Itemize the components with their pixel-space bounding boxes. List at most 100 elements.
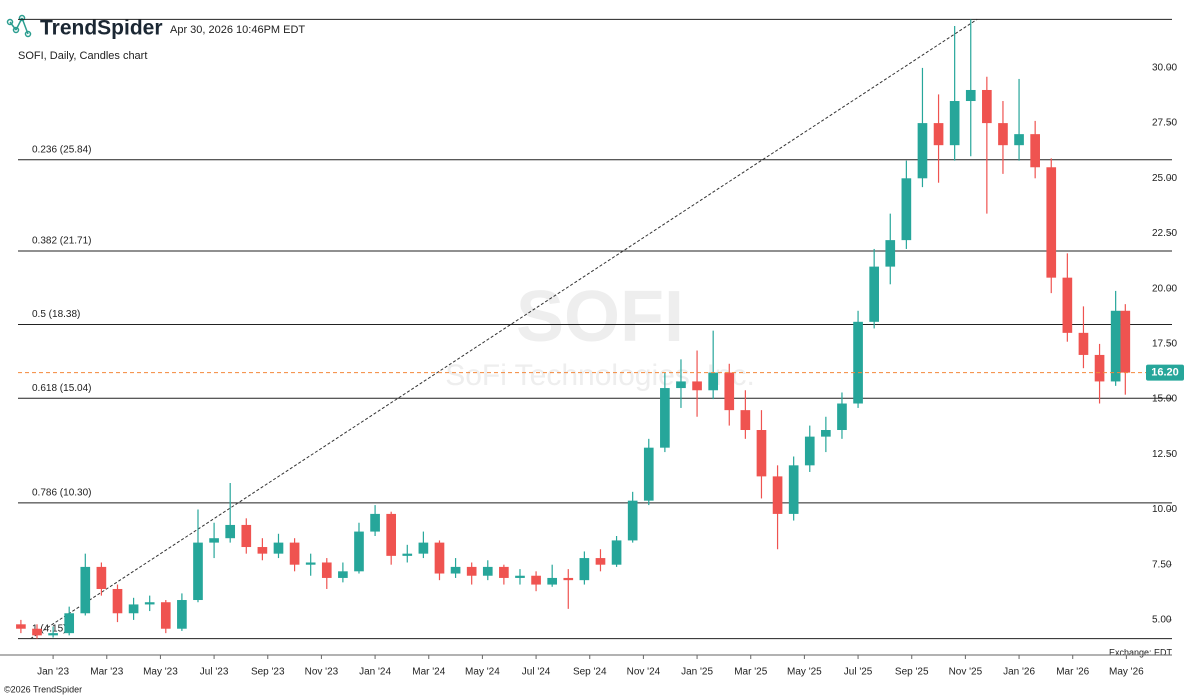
y-tick-label: 5.00 bbox=[1152, 615, 1172, 626]
copyright: ©2026 TrendSpider bbox=[4, 684, 82, 694]
candle-body bbox=[418, 542, 429, 554]
exchange-note: Exchange: EDT bbox=[1109, 647, 1173, 657]
candle-body bbox=[354, 531, 364, 572]
candle-body bbox=[386, 513, 397, 556]
x-tick-label: Sep '23 bbox=[251, 667, 285, 678]
candle-body bbox=[32, 628, 42, 636]
candle-body bbox=[402, 553, 413, 556]
y-tick-label: 27.50 bbox=[1152, 118, 1177, 129]
candle-body bbox=[772, 476, 783, 514]
candle-body bbox=[499, 566, 509, 578]
x-tick-label: Mar '25 bbox=[734, 667, 767, 678]
candle-body bbox=[370, 513, 380, 532]
candle-body bbox=[160, 602, 171, 629]
y-tick-label: 20.00 bbox=[1152, 283, 1177, 294]
candle-body bbox=[482, 566, 493, 576]
timestamp: Apr 30, 2026 10:46PM EDT bbox=[170, 24, 305, 36]
candle-body bbox=[885, 240, 896, 267]
x-tick-label: Nov '24 bbox=[627, 667, 661, 678]
fib-label: 1 (4.15) bbox=[32, 623, 66, 634]
fib-label: 0.786 (10.30) bbox=[32, 488, 92, 499]
candle-body bbox=[1120, 310, 1131, 373]
candle-body bbox=[563, 577, 574, 581]
x-tick-label: Mar '24 bbox=[412, 667, 445, 678]
candle-body bbox=[241, 524, 252, 548]
candle-body bbox=[756, 430, 767, 477]
candle-body bbox=[177, 600, 187, 629]
candle-body bbox=[1094, 354, 1105, 382]
candle-body bbox=[128, 604, 139, 614]
candle-body bbox=[998, 123, 1008, 146]
y-tick-label: 30.00 bbox=[1152, 63, 1177, 74]
candle-body bbox=[611, 540, 622, 565]
candle-body bbox=[692, 381, 702, 391]
candle-body bbox=[965, 89, 976, 102]
logo bbox=[6, 14, 32, 38]
candle-body bbox=[225, 524, 236, 539]
fib-label: 0.5 (18.38) bbox=[32, 309, 80, 320]
candle-body bbox=[80, 566, 91, 614]
chart-title: SOFI, Daily, Candles chart bbox=[18, 50, 147, 62]
candle-body bbox=[708, 372, 718, 391]
x-tick-label: May '26 bbox=[1109, 667, 1144, 678]
candle-body bbox=[853, 321, 863, 404]
x-tick-label: Jan '23 bbox=[37, 667, 69, 678]
y-tick-label: 10.00 bbox=[1152, 504, 1177, 515]
candle-body bbox=[740, 410, 751, 431]
candle-body bbox=[982, 89, 992, 124]
candle-body bbox=[96, 566, 107, 589]
candle-body bbox=[917, 123, 928, 179]
candle-body bbox=[579, 558, 590, 581]
candle-body bbox=[949, 101, 960, 146]
candle-body bbox=[515, 575, 525, 578]
x-tick-label: Nov '23 bbox=[305, 667, 339, 678]
x-tick-label: Jan '24 bbox=[359, 667, 391, 678]
candle-body bbox=[289, 542, 300, 565]
candle-body bbox=[724, 372, 735, 411]
candle-body bbox=[595, 558, 606, 565]
watermark: SOFI bbox=[516, 277, 684, 357]
candle-body bbox=[48, 633, 58, 636]
candle-body bbox=[643, 447, 654, 501]
candle-body bbox=[901, 178, 912, 241]
y-tick-label: 17.50 bbox=[1152, 339, 1177, 350]
x-tick-label: Sep '24 bbox=[573, 667, 607, 678]
x-tick-label: Mar '23 bbox=[90, 667, 123, 678]
x-tick-label: Sep '25 bbox=[895, 667, 929, 678]
x-tick-label: May '24 bbox=[465, 667, 500, 678]
candle-body bbox=[627, 500, 638, 541]
last-price-box bbox=[1146, 364, 1184, 381]
candle-body bbox=[1062, 277, 1073, 333]
x-tick-label: Jan '25 bbox=[681, 667, 713, 678]
candle-body bbox=[450, 566, 461, 574]
trendline bbox=[30, 18, 978, 640]
candle-body bbox=[273, 542, 284, 554]
candle-body bbox=[933, 123, 944, 146]
candle-body bbox=[869, 266, 879, 322]
candle-body bbox=[804, 436, 815, 466]
candle-body bbox=[321, 562, 332, 578]
fib-label: 0.236 (25.84) bbox=[32, 144, 92, 155]
candle-body bbox=[531, 575, 541, 585]
x-tick-label: Jul '23 bbox=[200, 667, 229, 678]
candle-body bbox=[434, 542, 445, 574]
candle-body bbox=[788, 465, 799, 514]
candle-body bbox=[1046, 167, 1057, 278]
y-tick-label: 22.50 bbox=[1152, 228, 1177, 239]
candle-body bbox=[1014, 134, 1024, 146]
candle-body bbox=[193, 542, 203, 601]
candle-body bbox=[338, 571, 348, 578]
y-tick-label: 12.50 bbox=[1152, 449, 1177, 460]
candle-body bbox=[144, 602, 155, 605]
fib-label: 0.618 (15.04) bbox=[32, 383, 92, 394]
x-tick-label: Jul '24 bbox=[522, 667, 551, 678]
last-price-label: 16.20 bbox=[1151, 367, 1179, 379]
watermark-subtitle: SoFi Technologies, Inc. bbox=[445, 359, 755, 392]
candle-body bbox=[64, 613, 75, 634]
candle-body bbox=[676, 381, 686, 389]
x-tick-label: Jul '25 bbox=[844, 667, 873, 678]
candle-body bbox=[257, 547, 268, 554]
candle-body bbox=[1110, 310, 1121, 382]
x-tick-label: Mar '26 bbox=[1056, 667, 1089, 678]
